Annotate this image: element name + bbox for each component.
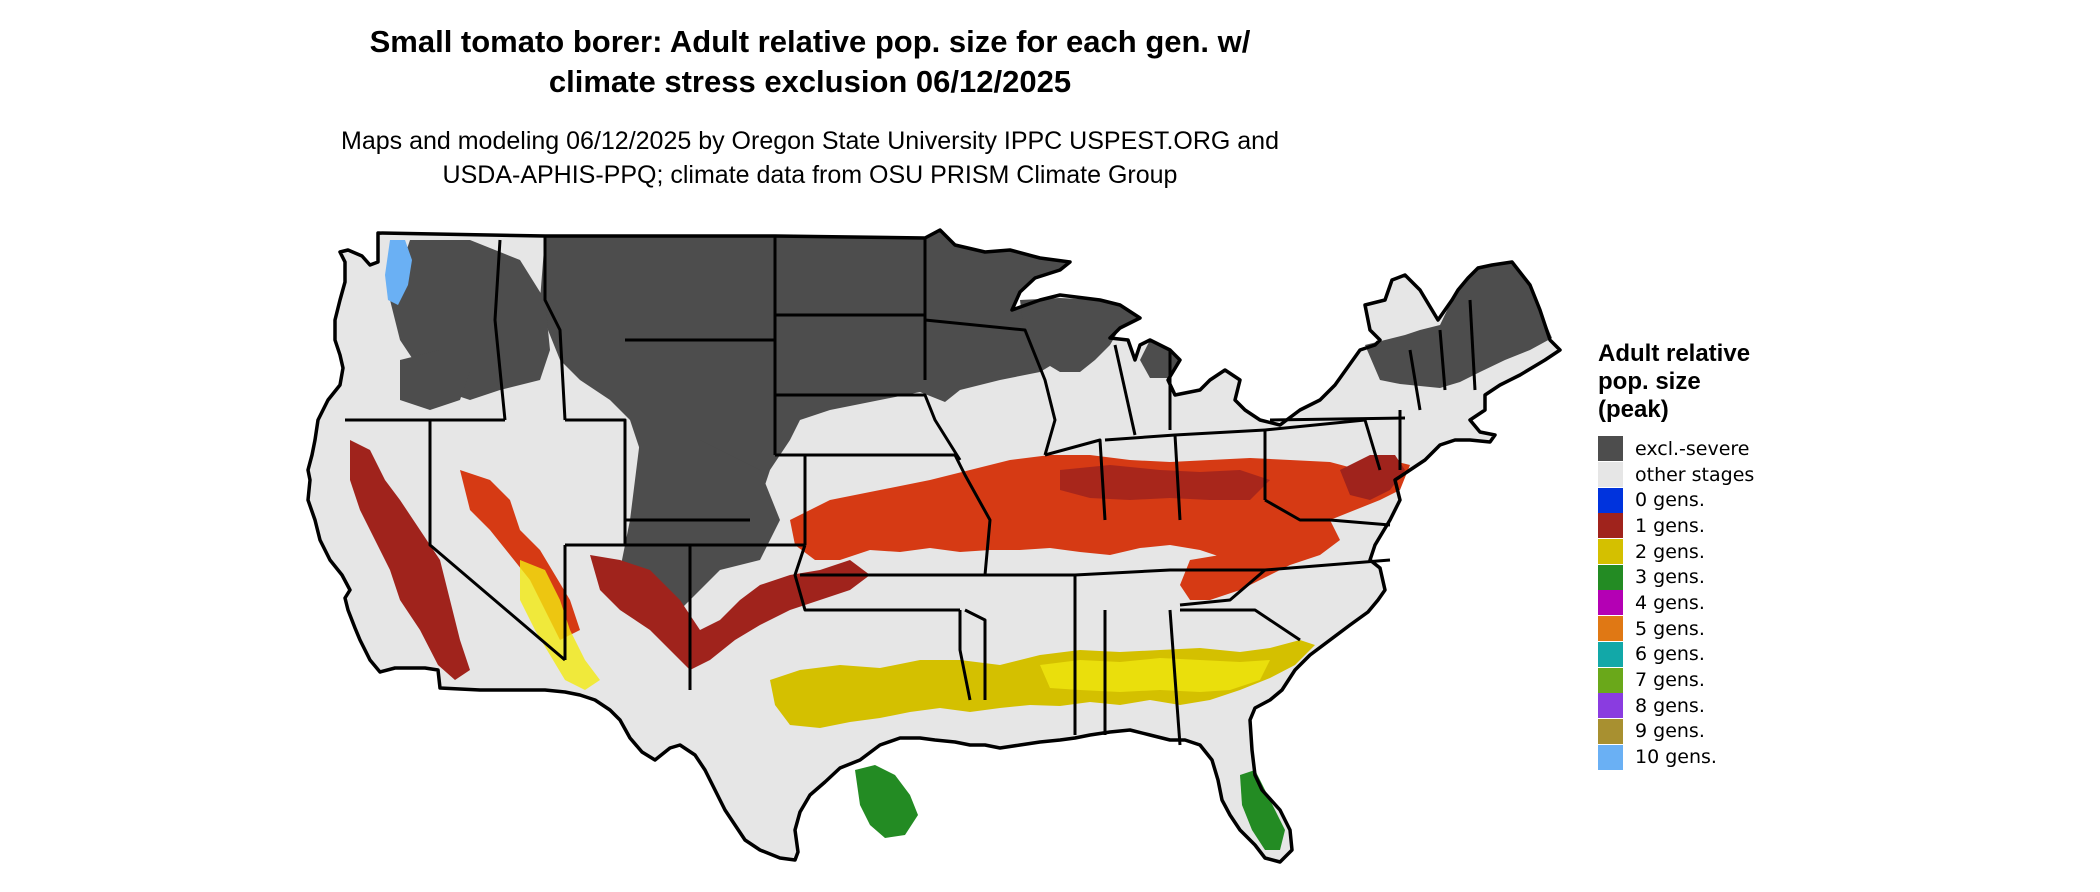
legend-swatch [1598,693,1623,719]
legend-swatch [1598,616,1623,642]
subtitle-line-1: Maps and modeling 06/12/2025 by Oregon S… [341,127,1279,155]
legend-label: 0 gens. [1635,489,1705,512]
legend-swatch [1598,744,1623,770]
legend-label: excl.-severe [1635,437,1750,460]
state-border [964,608,987,700]
state-border [1408,349,1422,411]
legend-item: 5 gens. [1598,616,1798,642]
us-outline [306,228,1562,864]
legend-swatch [1598,590,1623,616]
title-line-2: climate stress exclusion 06/12/2025 [548,64,1072,99]
state-border [1468,299,1477,391]
gen10-washington [385,240,412,305]
legend-swatch [1598,667,1623,693]
state-border [543,236,567,421]
state-border [985,558,1391,577]
state-border [953,454,992,576]
legend-item: 0 gens. [1598,487,1798,513]
excluded-oregon-patches [400,350,470,410]
map-subtitle: Maps and modeling 06/12/2025 by Oregon S… [0,124,1620,192]
state-border [924,318,1057,456]
state-border [1269,416,1406,422]
legend-items: excl.-severe other stages 0 gens. 1 gens. 2 … [1598,436,1798,770]
legend-swatch [1598,564,1623,590]
gen1-mid-atlantic [1340,455,1405,500]
state-border [958,610,972,701]
legend-swatch [1598,436,1623,462]
us-map [306,228,1562,864]
state-border [1113,344,1137,436]
legend-label: 8 gens. [1635,694,1705,717]
state-border [1179,568,1266,607]
legend-title-line-2: pop. size [1598,368,1701,395]
state-border [1044,438,1107,521]
gen1-west-coast [350,440,470,680]
legend-item: 1 gens. [1598,513,1798,539]
legend-label: other stages [1635,463,1755,486]
title-line-1: Small tomato borer: Adult relative pop. … [369,24,1251,59]
excluded-wi-mi [1020,298,1140,372]
legend-item: 10 gens. [1598,744,1798,770]
legend-swatch [1598,539,1623,565]
state-border [565,418,750,522]
gen3-florida [1240,770,1285,850]
state-border [1180,608,1301,642]
state-border [1264,498,1330,522]
gen3-south-texas [855,765,918,838]
legend-label: 5 gens. [1635,617,1705,640]
state-border [1329,518,1391,527]
state-border [793,544,960,612]
legend-swatch [1598,718,1623,744]
legend-item: other stages [1598,462,1798,488]
state-border [1168,609,1182,746]
state-border [493,239,507,421]
legend-item: 6 gens. [1598,641,1798,668]
gen2-southern-band-bright [1040,658,1270,692]
subtitle-line-2: USDA-APHIS-PPQ; climate data from OSU PR… [442,161,1178,189]
legend-item: 8 gens. [1598,693,1798,719]
legend-item: 4 gens. [1598,590,1798,616]
legend-label: 1 gens. [1635,514,1705,537]
state-border [428,420,566,662]
gen1-central-band-dark [1060,465,1270,500]
state-border [775,393,962,461]
legend-label: 2 gens. [1635,540,1705,563]
legend-swatch [1598,641,1623,667]
gen1-southwest-band [590,555,870,670]
state-border [1438,329,1447,391]
legend-title-line-1: Adult relative [1598,340,1751,367]
legend-label: 4 gens. [1635,591,1705,614]
legend-item: 7 gens. [1598,667,1798,693]
legend-label: 3 gens. [1635,566,1705,589]
legend-item: 2 gens. [1598,539,1798,565]
map-title: Small tomato borer: Adult relative pop. … [0,22,1620,102]
legend-label: 6 gens. [1635,643,1705,666]
gen2-southwest [520,560,600,690]
legend-label: 10 gens. [1635,746,1717,769]
legend-title-line-3: (peak) [1598,396,1669,423]
gen1-appalachian [1180,520,1340,600]
legend-title: Adult relative pop. size (peak) [1598,340,1798,424]
legend-label: 7 gens. [1635,669,1705,692]
legend-swatch [1598,487,1623,513]
legend-swatch [1598,513,1623,539]
legend-label: 9 gens. [1635,720,1705,743]
legend-item: 3 gens. [1598,564,1798,590]
legend-swatch [1598,462,1623,488]
legend: Adult relative pop. size (peak) excl.-se… [1598,340,1798,770]
legend-item: excl.-severe [1598,436,1798,462]
legend-item: 9 gens. [1598,718,1798,745]
